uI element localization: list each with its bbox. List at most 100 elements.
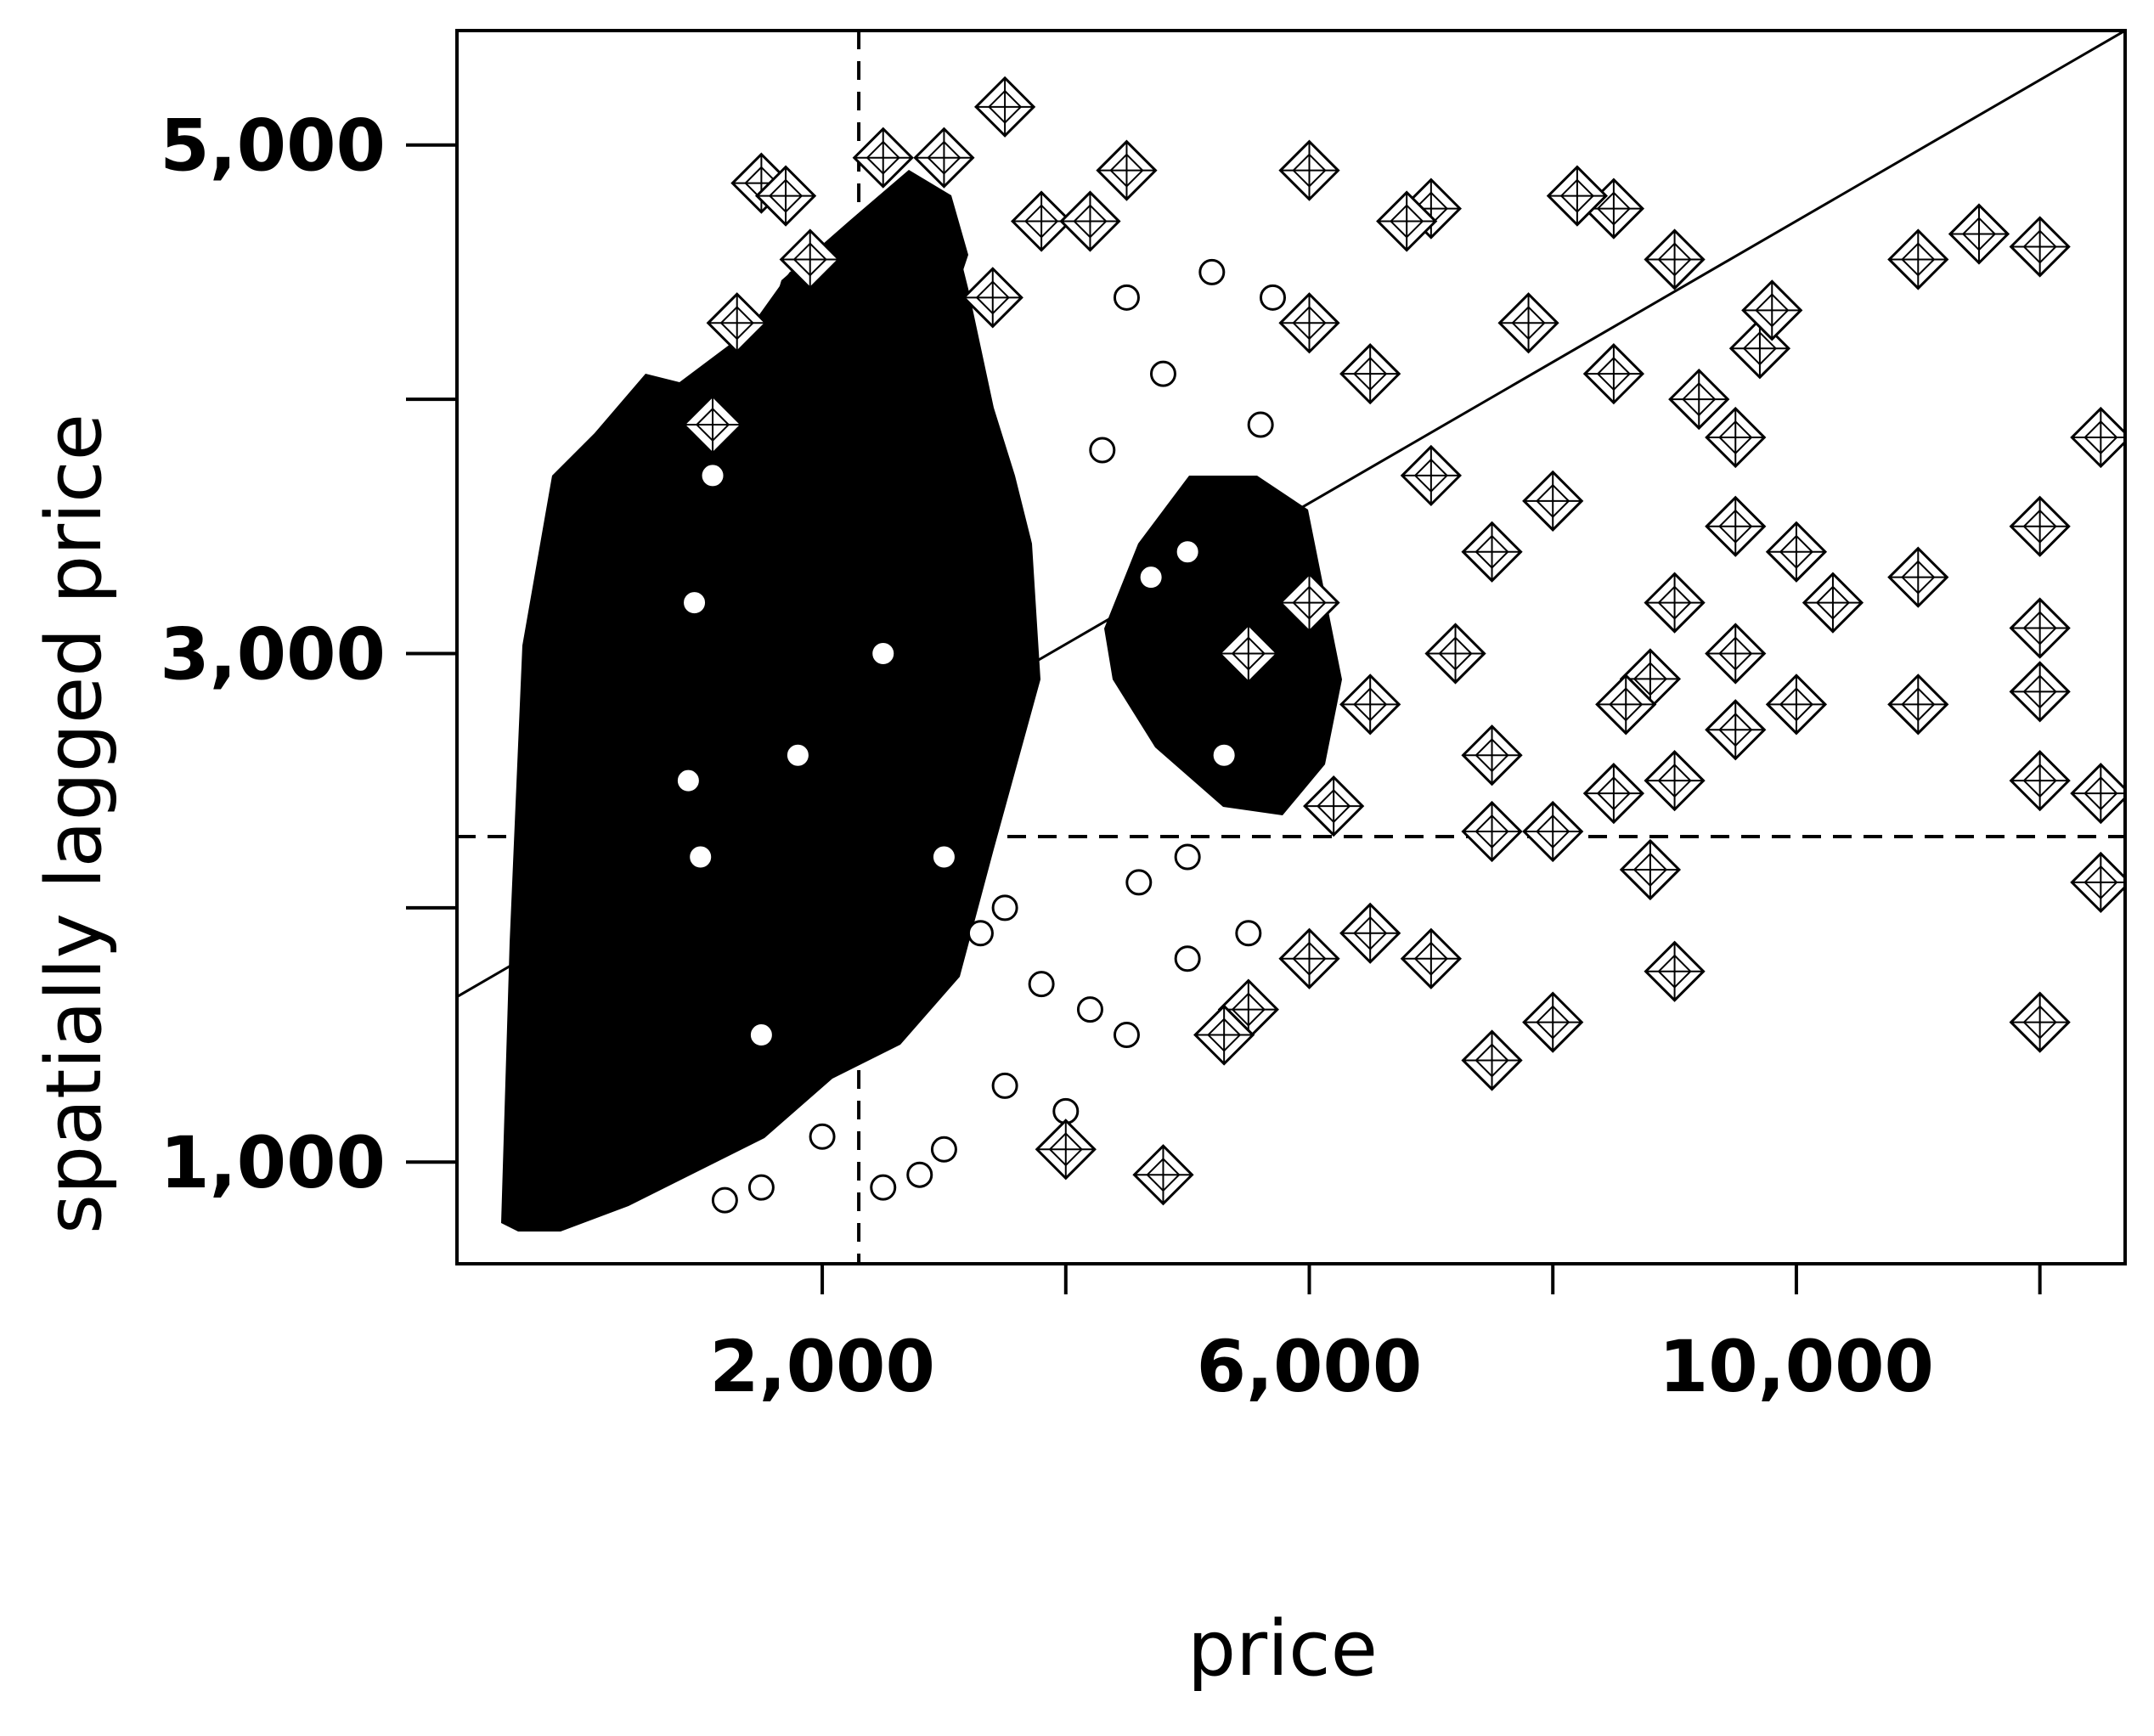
diamond-cross-point xyxy=(754,165,817,227)
diamond-cross-point xyxy=(1339,674,1401,736)
diamond-cross-point xyxy=(1400,444,1462,507)
diamond-cross-point xyxy=(1278,927,1340,989)
diamond-cross-point xyxy=(961,267,1023,329)
circle-point xyxy=(1259,284,1286,311)
point-markers xyxy=(674,76,2125,1214)
diamond-cross-point xyxy=(1582,763,1645,825)
diamond-cross-point xyxy=(1059,190,1121,252)
diamond-cross-point xyxy=(1522,991,1584,1053)
diamond-cross-point xyxy=(1644,572,1706,634)
diamond-cross-point xyxy=(681,393,744,456)
diamond-cross-point xyxy=(973,76,1036,138)
diamond-cross-point xyxy=(1424,623,1486,685)
plot-frame xyxy=(455,29,2127,1265)
circle-point xyxy=(991,894,1018,922)
diamond-cross-point xyxy=(1278,572,1340,634)
circle-point xyxy=(991,1072,1018,1099)
y-tick-label: 5,000 xyxy=(160,104,386,188)
diamond-cross-point xyxy=(1193,1004,1255,1066)
diamond-cross-point xyxy=(1887,674,1949,736)
diamond-cross-point xyxy=(1096,139,1158,201)
circle-point xyxy=(967,920,994,947)
diamond-cross-point xyxy=(1339,902,1401,964)
diamond-cross-point xyxy=(1010,190,1073,252)
diamond-cross-point xyxy=(1461,724,1523,786)
circle-point xyxy=(1028,971,1055,998)
circle-point xyxy=(1174,538,1201,566)
x-tick-label: 6,000 xyxy=(1197,1325,1423,1408)
diamond-cross-point xyxy=(1887,546,1949,608)
y-axis: 1,000 3,000 5,000 xyxy=(160,104,457,1204)
diamond-cross-point xyxy=(2009,495,2071,557)
circle-point xyxy=(1089,437,1116,464)
y-tick-label: 1,000 xyxy=(160,1121,386,1204)
diamond-cross-point xyxy=(1705,406,1767,469)
diamond-cross-point xyxy=(1741,279,1803,341)
reference-lines xyxy=(457,31,2125,1264)
diamond-cross-point xyxy=(2009,216,2071,278)
diamond-cross-point xyxy=(1668,368,1730,431)
diamond-cross-point xyxy=(1461,521,1523,583)
diamond-cross-point xyxy=(1948,203,2010,265)
circle-point xyxy=(1247,411,1274,438)
diamond-cross-point xyxy=(1461,800,1523,863)
circle-point xyxy=(1149,360,1176,387)
circle-point xyxy=(784,741,811,769)
diamond-cross-point xyxy=(1705,699,1767,761)
diamond-cross-point xyxy=(1619,838,1682,901)
dense-cloud-right xyxy=(1104,476,1342,815)
y-tick-label: 3,000 xyxy=(160,612,386,696)
circle-point xyxy=(674,767,702,794)
circle-point xyxy=(681,589,708,617)
regression-line xyxy=(457,31,2125,998)
dense-cloud-main xyxy=(501,221,1040,1232)
diamond-cross-point xyxy=(2009,991,2071,1053)
circle-point xyxy=(1198,258,1226,285)
diamond-cross-point xyxy=(1376,190,1438,252)
diamond-cross-point xyxy=(1497,292,1559,354)
circle-point xyxy=(1174,843,1201,871)
diamond-cross-point xyxy=(1595,674,1657,736)
diamond-cross-point xyxy=(1461,1029,1523,1091)
circle-point xyxy=(747,1174,775,1201)
diamond-cross-point xyxy=(779,228,841,290)
diamond-cross-point xyxy=(1400,927,1462,989)
diamond-cross-point xyxy=(2009,597,2071,659)
x-axis-title: price xyxy=(1187,1604,1378,1694)
circle-point xyxy=(1125,869,1153,896)
diamond-cross-point xyxy=(1132,1144,1194,1206)
diamond-cross-point xyxy=(2009,750,2071,812)
diamond-cross-point xyxy=(2070,763,2125,825)
circle-point xyxy=(1113,284,1140,311)
circle-point xyxy=(870,1174,897,1201)
circle-point xyxy=(930,1136,957,1163)
diamond-cross-point xyxy=(1522,800,1584,863)
diamond-cross-point xyxy=(2070,851,2125,914)
diamond-cross-point xyxy=(706,292,768,354)
diamond-cross-point xyxy=(2070,406,2125,469)
circle-point xyxy=(1137,564,1164,591)
diamond-cross-point xyxy=(913,127,975,189)
circle-point xyxy=(1210,741,1238,769)
diamond-cross-point xyxy=(1278,292,1340,354)
diamond-cross-point xyxy=(1217,623,1279,685)
circle-point xyxy=(711,1186,738,1214)
diamond-cross-point xyxy=(2009,661,2071,723)
circle-point xyxy=(809,1123,836,1150)
x-tick-label: 2,000 xyxy=(709,1325,935,1408)
y-axis-title: spatially lagged price xyxy=(30,414,119,1234)
circle-point xyxy=(747,1022,775,1049)
diamond-cross-point xyxy=(1705,495,1767,557)
x-axis: 2,000 6,000 10,000 xyxy=(709,1264,2042,1408)
diamond-cross-point xyxy=(1705,623,1767,685)
diamond-cross-point xyxy=(852,127,914,189)
circle-point xyxy=(930,843,957,871)
x-tick-label: 10,000 xyxy=(1659,1325,1934,1408)
circle-point xyxy=(870,640,897,667)
diamond-cross-point xyxy=(1303,775,1365,837)
diamond-cross-point xyxy=(1035,1119,1097,1181)
diamond-cross-point xyxy=(1802,572,1864,634)
diamond-cross-point xyxy=(1546,165,1609,227)
diamond-cross-point xyxy=(1887,228,1949,290)
diamond-cross-point xyxy=(1765,521,1828,583)
